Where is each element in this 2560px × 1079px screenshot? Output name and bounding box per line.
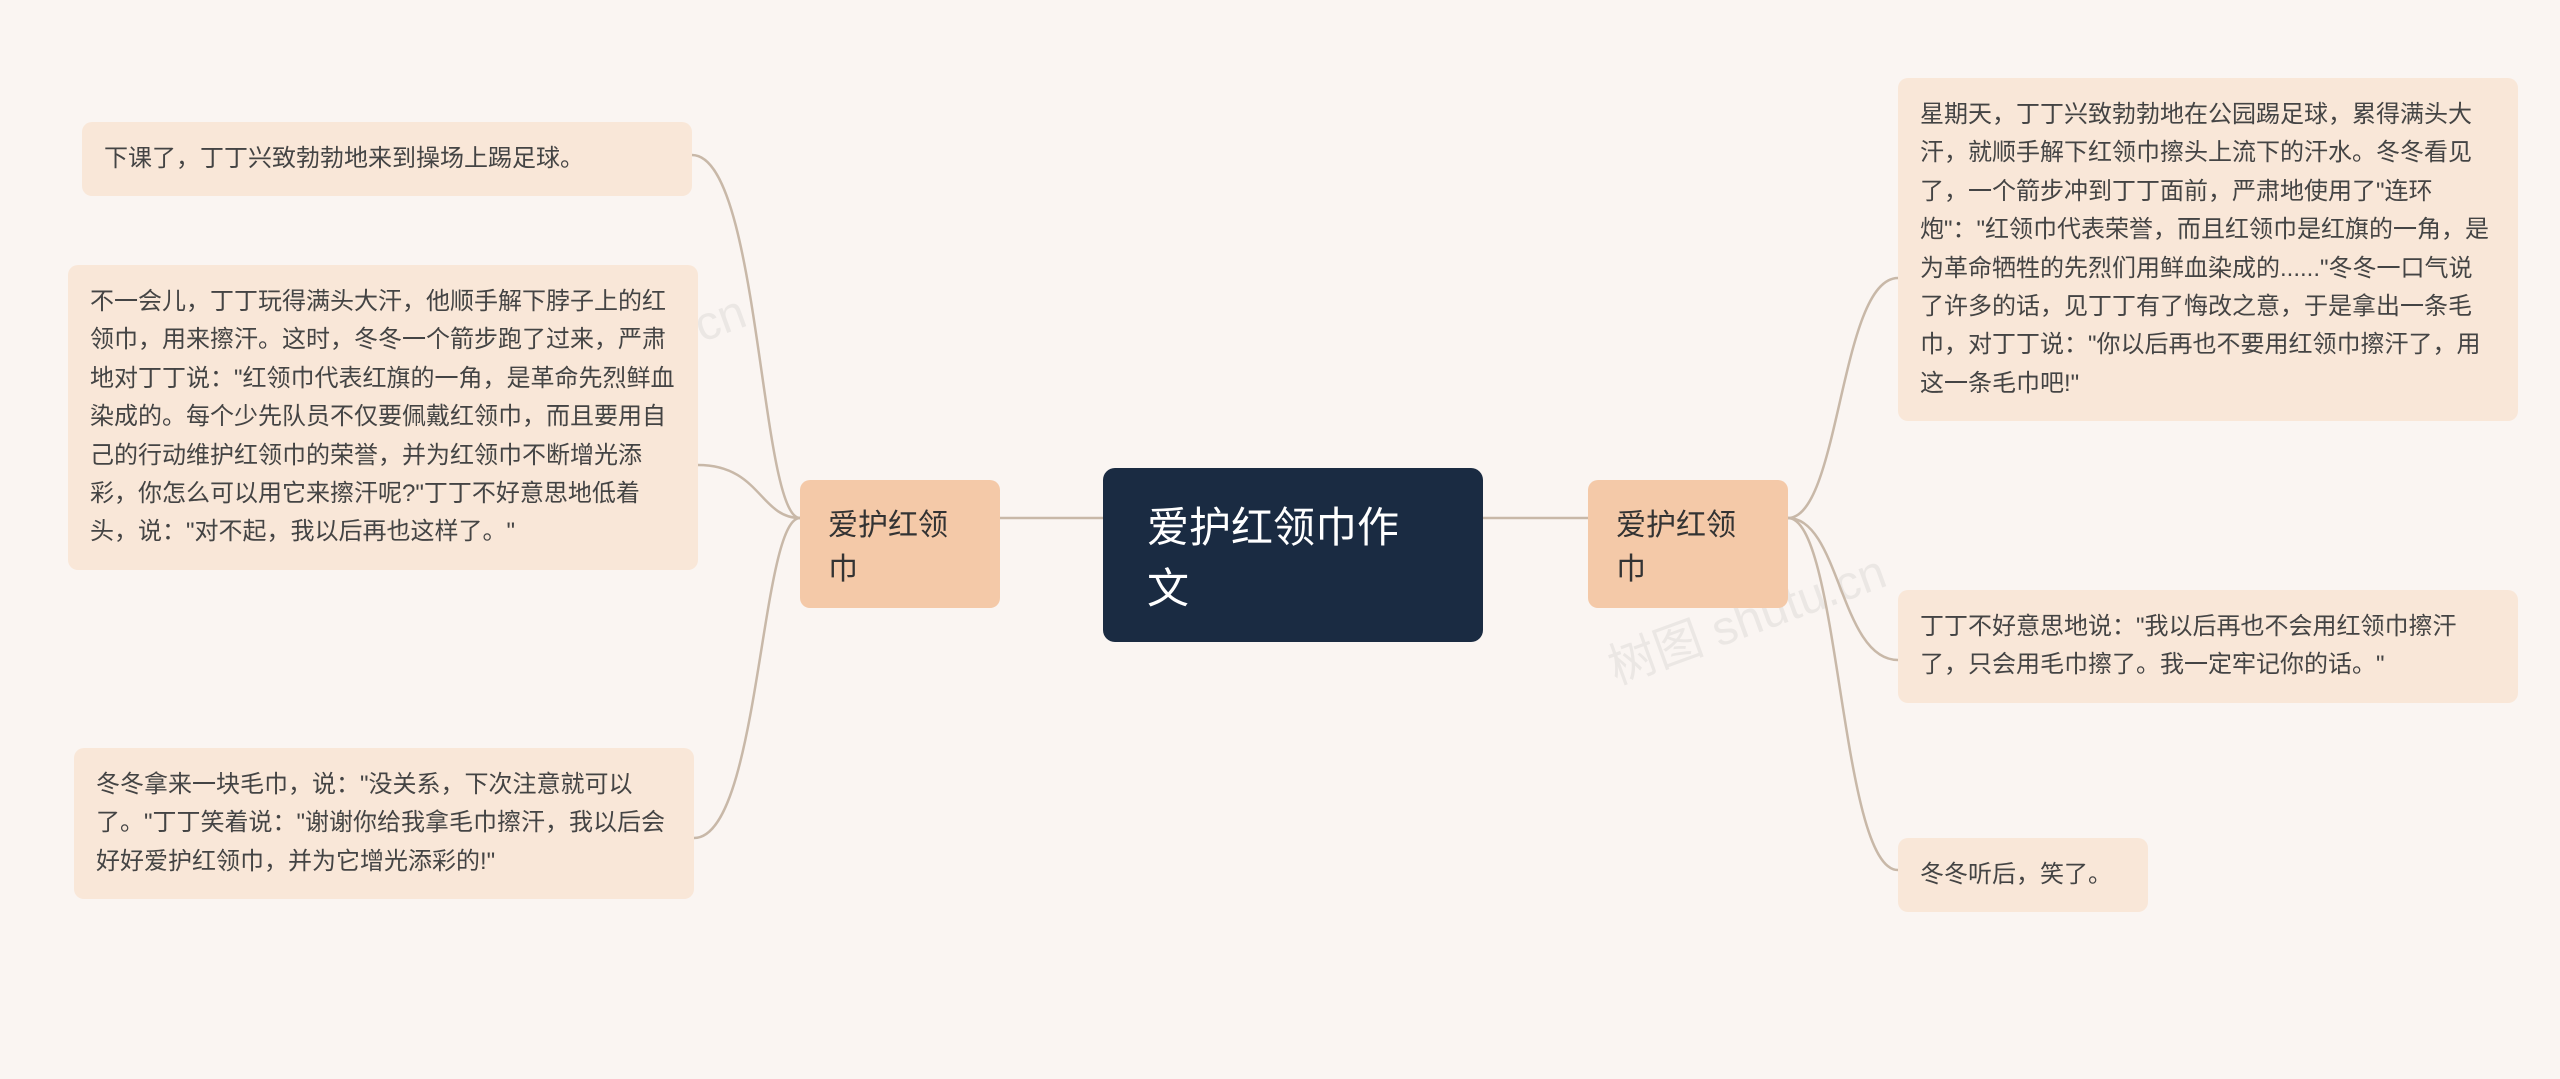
branch-left: 爱护红领巾 [800, 480, 1000, 608]
leaf-right-2: 冬冬听后，笑了。 [1898, 838, 2148, 912]
branch-right: 爱护红领巾 [1588, 480, 1788, 608]
mindmap-center: 爱护红领巾作文 [1103, 468, 1483, 642]
leaf-left-0: 下课了，丁丁兴致勃勃地来到操场上踢足球。 [82, 122, 692, 196]
leaf-left-1: 不一会儿，丁丁玩得满头大汗，他顺手解下脖子上的红领巾，用来擦汗。这时，冬冬一个箭… [68, 265, 698, 570]
leaf-right-0: 星期天，丁丁兴致勃勃地在公园踢足球，累得满头大汗，就顺手解下红领巾擦头上流下的汗… [1898, 78, 2518, 421]
leaf-left-2: 冬冬拿来一块毛巾，说："没关系，下次注意就可以了。"丁丁笑着说："谢谢你给我拿毛… [74, 748, 694, 899]
leaf-right-1: 丁丁不好意思地说："我以后再也不会用红领巾擦汗了，只会用毛巾擦了。我一定牢记你的… [1898, 590, 2518, 703]
